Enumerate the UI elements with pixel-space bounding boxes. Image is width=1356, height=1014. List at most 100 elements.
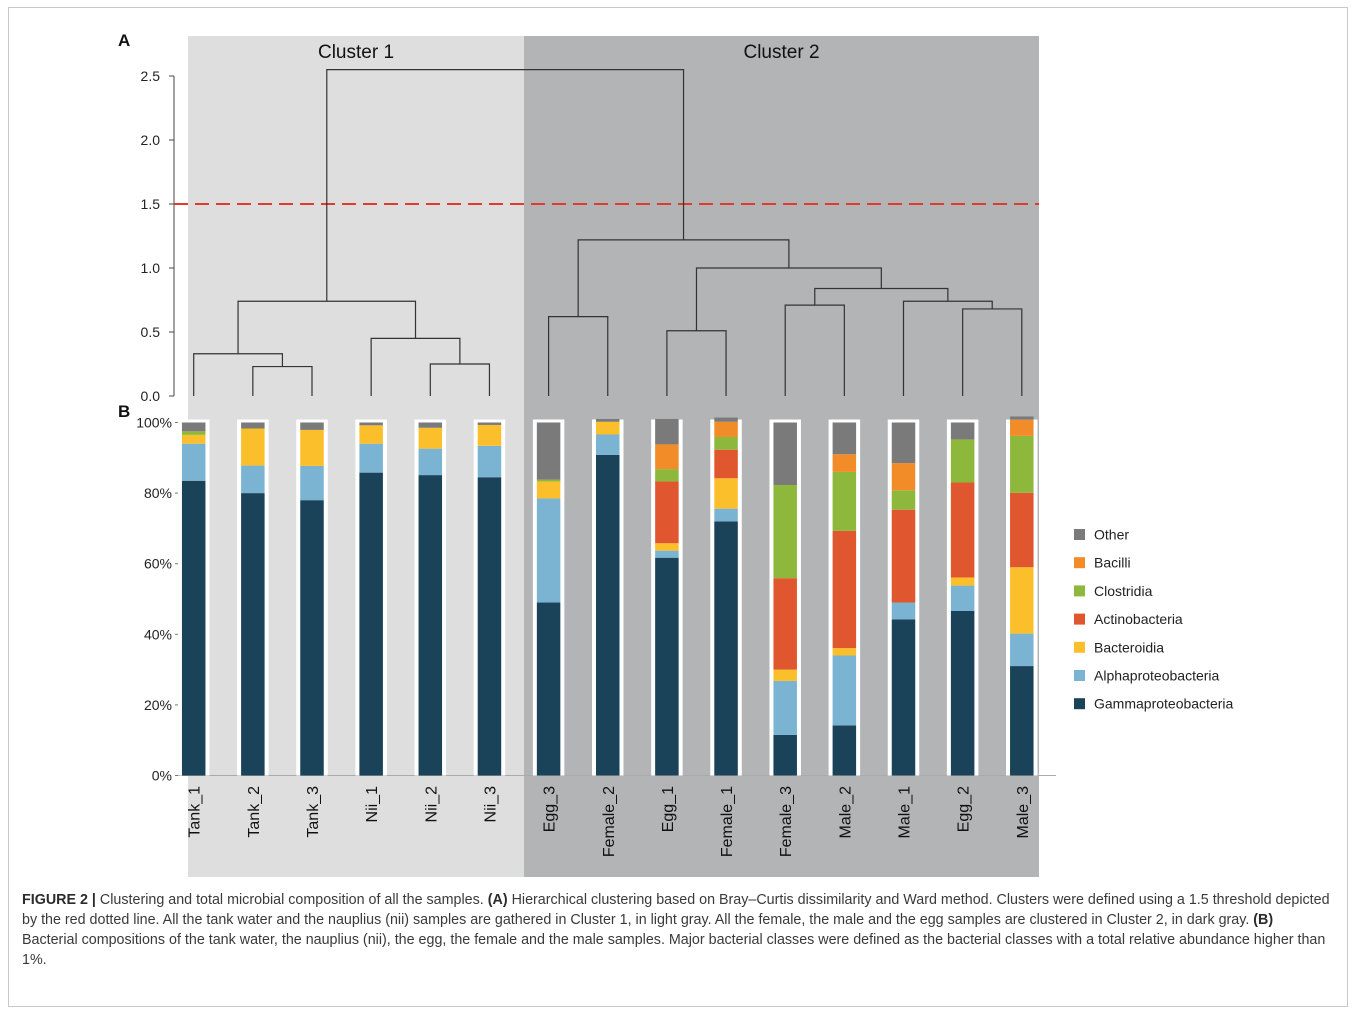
legend-swatch	[1074, 670, 1085, 681]
figure-caption: FIGURE 2 | Clustering and total microbia…	[22, 890, 1332, 970]
legend-swatch	[1074, 529, 1085, 540]
x-tick-label: Female_3	[778, 786, 795, 857]
bar-segment-bacteroidia	[714, 478, 738, 509]
bar-segment-clostridia	[832, 471, 857, 531]
bar-segment-clostridia	[714, 436, 738, 450]
bar-segment-actinobacteria	[773, 578, 797, 670]
legend-label: Gammaproteobacteria	[1094, 696, 1234, 712]
bar-segment-bacilli	[714, 421, 738, 437]
bar-segment-clostridia	[891, 490, 916, 510]
bar-segment-gammaproteobacteria	[181, 480, 206, 776]
bar-segment-gammaproteobacteria	[477, 477, 502, 776]
legend-label: Alphaproteobacteria	[1094, 668, 1220, 684]
bar-segment-alphaproteobacteria	[832, 655, 857, 726]
bar-segment-alphaproteobacteria	[536, 498, 561, 603]
bar-segment-other	[181, 422, 206, 432]
bar-segment-gammaproteobacteria	[950, 611, 975, 776]
bar-segment-bacteroidia	[950, 577, 975, 586]
bar-segment-other	[891, 422, 916, 464]
x-tick-label: Tank_1	[187, 786, 204, 838]
legend-swatch	[1074, 613, 1085, 625]
bar-segment-clostridia	[950, 439, 975, 483]
x-tick-label: Male_2	[837, 786, 854, 839]
bar-segment-bacteroidia	[832, 648, 857, 656]
bar-segment-alphaproteobacteria	[241, 465, 265, 494]
bar-segment-other	[418, 422, 443, 428]
cluster-1-title: Cluster 1	[318, 42, 394, 63]
bar-segment-gammaproteobacteria	[596, 454, 620, 776]
bar-segment-bacilli	[1010, 419, 1034, 436]
bar-segment-gammaproteobacteria	[536, 602, 561, 776]
bar-y-tick-label: 0%	[152, 768, 172, 784]
bar-segment-alphaproteobacteria	[477, 445, 502, 478]
legend-swatch	[1074, 641, 1085, 653]
caption-summary: Clustering and total microbial compositi…	[99, 892, 484, 908]
x-tick-label: Female_1	[719, 786, 736, 857]
bar-segment-other	[1010, 416, 1034, 420]
x-tick-label: Nii_1	[364, 786, 381, 823]
bar-segment-alphaproteobacteria	[891, 602, 916, 620]
dendrogram-y-tick-label: 2.5	[141, 68, 161, 84]
bar-segment-gammaproteobacteria	[300, 500, 324, 776]
bar-segment-other	[773, 422, 797, 485]
caption-panel-a-text: Hierarchical clustering based on Bray–Cu…	[22, 892, 1330, 928]
x-tick-label: Egg_1	[660, 786, 677, 832]
bar-segment-alphaproteobacteria	[714, 508, 738, 522]
bar-segment-other	[536, 422, 561, 480]
bar-segment-gammaproteobacteria	[655, 557, 679, 776]
bar-segment-other	[477, 422, 502, 425]
caption-separator: |	[91, 892, 96, 908]
caption-b-tag: (B)	[1253, 912, 1274, 928]
bar-segment-alphaproteobacteria	[359, 443, 383, 473]
bar-segment-clostridia	[536, 479, 561, 482]
bar-y-tick-label: 40%	[144, 626, 172, 642]
bar-segment-bacteroidia	[536, 481, 561, 499]
legend-label: Bacteroidia	[1094, 639, 1164, 655]
x-tick-label: Egg_3	[542, 786, 559, 832]
bar-segment-other	[832, 422, 857, 455]
bar-segment-bacteroidia	[773, 669, 797, 681]
caption-a-tag: (A)	[487, 892, 508, 908]
x-tick-label: Male_3	[1015, 786, 1032, 839]
legend-label: Other	[1094, 527, 1129, 543]
bar-y-tick-label: 60%	[144, 556, 172, 572]
bar-segment-other	[596, 418, 620, 422]
legend-label: Actinobacteria	[1094, 611, 1183, 627]
bar-segment-gammaproteobacteria	[359, 472, 383, 776]
x-tick-label: Nii_2	[423, 786, 440, 823]
bar-segment-bacteroidia	[181, 434, 206, 444]
bar-segment-other	[655, 418, 679, 445]
legend-label: Bacilli	[1094, 555, 1131, 571]
bar-segment-alphaproteobacteria	[181, 443, 206, 481]
bar-segment-gammaproteobacteria	[418, 475, 443, 776]
x-tick-label: Nii_3	[482, 786, 499, 823]
panel-label-b: B	[118, 402, 130, 421]
bar-segment-alphaproteobacteria	[418, 448, 443, 476]
x-tick-label: Tank_3	[305, 786, 322, 838]
dendrogram-y-tick-label: 0.5	[141, 324, 161, 340]
bar-segment-bacteroidia	[596, 421, 620, 435]
bar-segment-gammaproteobacteria	[832, 725, 857, 776]
bar-segment-bacteroidia	[359, 425, 383, 444]
bar-segment-bacilli	[655, 444, 679, 470]
bar-segment-bacilli	[832, 454, 857, 472]
bar-segment-bacteroidia	[418, 427, 443, 449]
figure-frame	[8, 7, 1348, 1007]
panel-label-a: A	[118, 31, 130, 50]
bar-segment-bacilli	[891, 463, 916, 491]
bar-segment-actinobacteria	[950, 482, 975, 578]
bar-segment-actinobacteria	[655, 481, 679, 544]
bar-segment-gammaproteobacteria	[241, 493, 265, 776]
dendrogram-y-tick-label: 0.0	[141, 388, 161, 404]
bar-segment-clostridia	[655, 469, 679, 482]
bar-segment-gammaproteobacteria	[1010, 666, 1034, 776]
bar-y-tick-label: 100%	[136, 415, 172, 431]
bar-segment-gammaproteobacteria	[773, 734, 797, 776]
bar-segment-alphaproteobacteria	[773, 680, 797, 735]
bar-segment-gammaproteobacteria	[714, 521, 738, 776]
bar-segment-alphaproteobacteria	[655, 550, 679, 558]
bar-segment-bacteroidia	[477, 424, 502, 446]
bar-segment-gammaproteobacteria	[891, 619, 916, 776]
bar-segment-actinobacteria	[714, 449, 738, 479]
bar-segment-alphaproteobacteria	[300, 465, 324, 501]
